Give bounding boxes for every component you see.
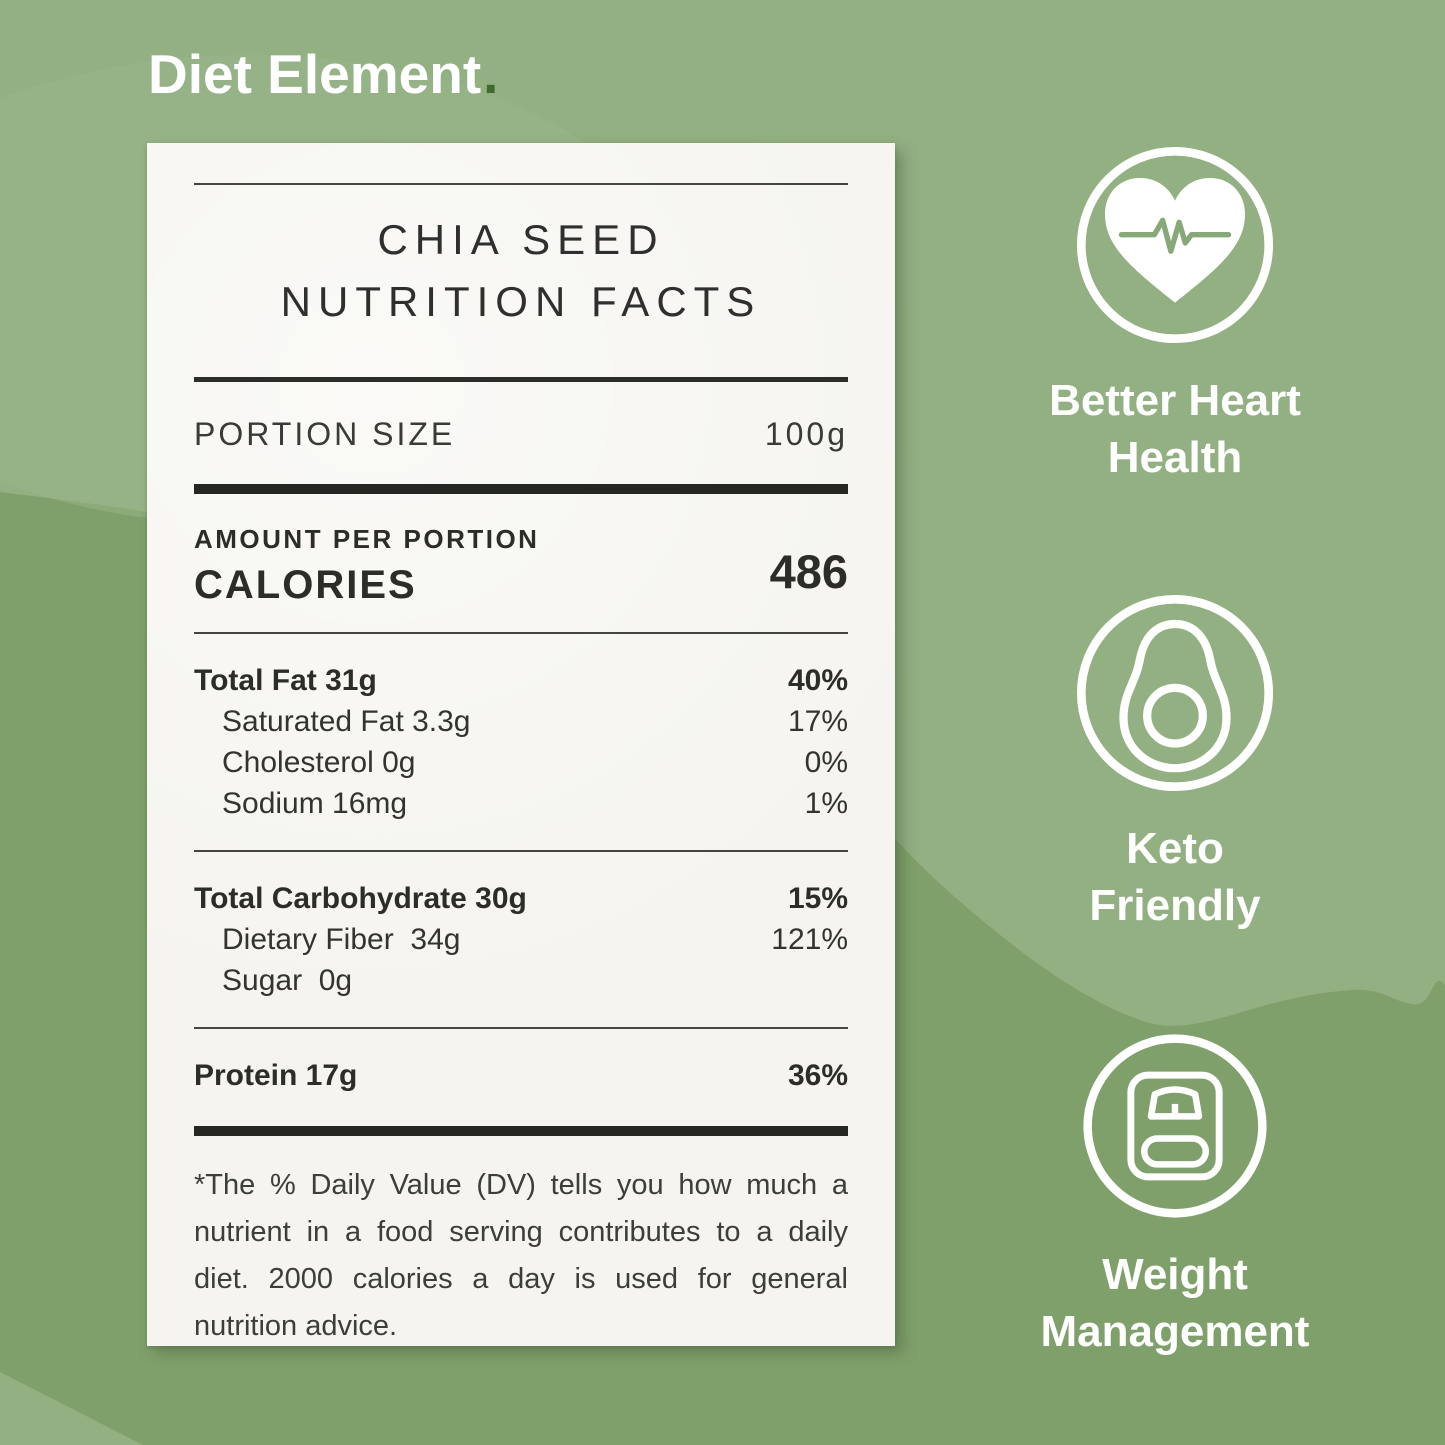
brand-logo-dot: . bbox=[483, 43, 499, 105]
portion-label: PORTION SIZE bbox=[194, 416, 456, 452]
divider-after-calories bbox=[194, 632, 848, 634]
feature-label: Weight Management bbox=[1040, 1250, 1310, 1356]
calories-left: AMOUNT PER PORTION CALORIES bbox=[194, 524, 539, 608]
nutrition-card: CHIA SEED NUTRITION FACTS PORTION SIZE 1… bbox=[147, 143, 895, 1346]
divider-after-fat bbox=[194, 850, 848, 852]
nutrient-row-saturated-fat: Saturated Fat 3.3g 17% bbox=[222, 705, 848, 738]
nutrient-row-cholesterol: Cholesterol 0g 0% bbox=[222, 746, 848, 779]
card-title-line2: NUTRITION FACTS bbox=[280, 278, 762, 325]
divider-thick-bottom bbox=[194, 1126, 848, 1136]
nutrient-row-total-fat: Total Fat 31g 40% bbox=[194, 664, 848, 697]
background-bottom-wedge bbox=[0, 1372, 143, 1445]
nutrient-row-sodium: Sodium 16mg 1% bbox=[222, 787, 848, 820]
portion-value: 100g bbox=[764, 416, 848, 452]
portion-row: PORTION SIZE 100g bbox=[194, 412, 848, 456]
feature-weight-management: Weight Management bbox=[975, 1030, 1375, 1360]
divider-top bbox=[194, 183, 848, 185]
card-title: CHIA SEED NUTRITION FACTS bbox=[194, 209, 848, 333]
divider-medium bbox=[194, 377, 848, 382]
divider-thick-top bbox=[194, 484, 848, 494]
feature-heart-health: Better Heart Health bbox=[975, 142, 1375, 486]
protein-section: Protein 17g 36% bbox=[194, 1055, 848, 1096]
feature-label: Keto Friendly bbox=[1089, 824, 1261, 930]
scale-icon bbox=[1083, 1034, 1267, 1218]
feature-label: Better Heart Health bbox=[1049, 376, 1301, 482]
nutrient-row-sugar: Sugar 0g bbox=[222, 964, 353, 997]
nutrient-row-dietary-fiber: Dietary Fiber 34g 121% bbox=[222, 923, 848, 956]
brand-logo: Diet Element. bbox=[148, 42, 498, 106]
nutrient-row-total-carbohydrate: Total Carbohydrate 30g 15% bbox=[194, 882, 848, 915]
fat-section: Total Fat 31g 40% Saturated Fat 3.3g 17%… bbox=[194, 660, 848, 824]
calories-block: AMOUNT PER PORTION CALORIES 486 bbox=[194, 524, 848, 608]
avocado-icon bbox=[1076, 594, 1274, 792]
amount-per-portion-label: AMOUNT PER PORTION bbox=[194, 524, 540, 554]
calories-label: CALORIES bbox=[194, 563, 417, 607]
card-title-line1: CHIA SEED bbox=[377, 216, 665, 263]
brand-logo-text: Diet Element bbox=[148, 43, 482, 105]
calories-value: 486 bbox=[769, 544, 848, 598]
feature-keto-friendly: Keto Friendly bbox=[975, 590, 1375, 934]
carbohydrate-section: Total Carbohydrate 30g 15% Dietary Fiber… bbox=[194, 878, 848, 1001]
nutrient-row-protein: Protein 17g 36% bbox=[194, 1059, 848, 1092]
heart-pulse-icon bbox=[1076, 146, 1274, 344]
daily-value-footnote: *The % Daily Value (DV) tells you how mu… bbox=[194, 1169, 848, 1342]
divider-after-carbohydrate bbox=[194, 1027, 848, 1029]
